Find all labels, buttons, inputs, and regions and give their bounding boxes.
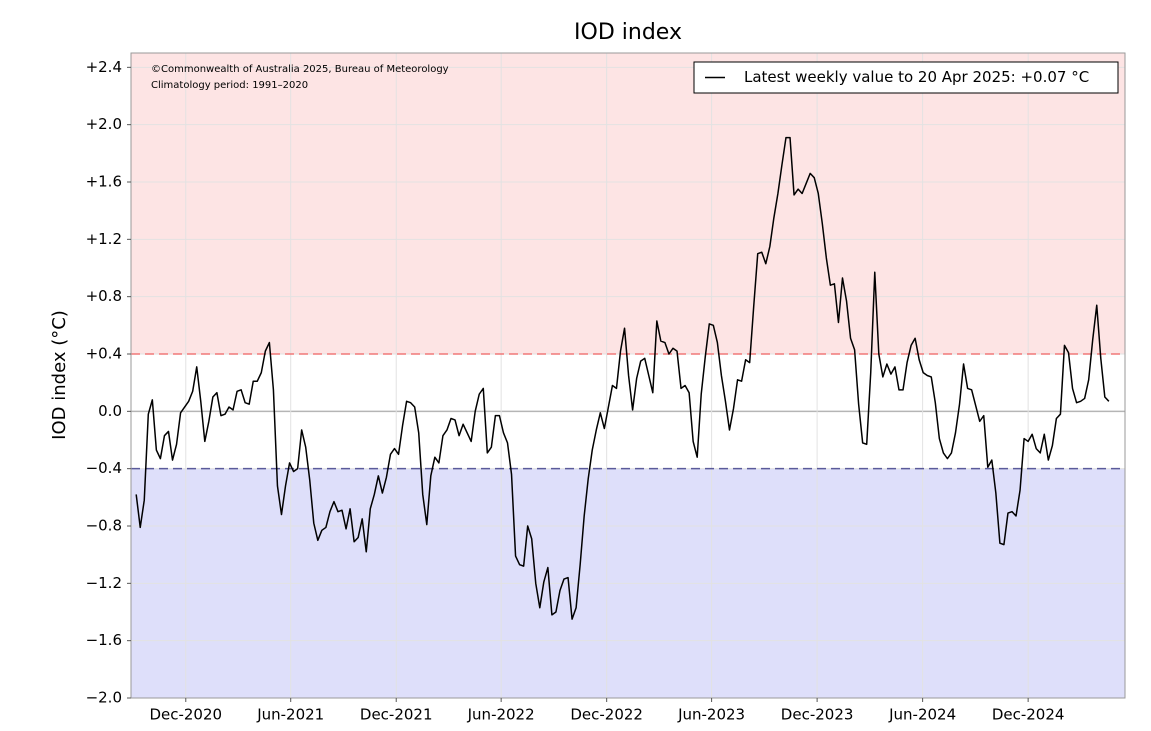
x-tick-label: Dec-2024	[992, 706, 1065, 724]
x-tick-label: Dec-2020	[149, 706, 222, 724]
y-tick-label: −1.2	[86, 574, 122, 592]
x-tick-label: Jun-2021	[256, 706, 324, 724]
x-tick-label: Jun-2023	[677, 706, 745, 724]
data-line	[135, 136, 1110, 620]
legend-label: Latest weekly value to 20 Apr 2025: +0.0…	[744, 68, 1089, 86]
plot-frame	[130, 52, 1126, 699]
y-tick-label: +1.6	[86, 173, 122, 191]
x-tick-label: Dec-2021	[360, 706, 433, 724]
annotation: Climatology period: 1991–2020	[151, 80, 308, 91]
y-tick-label: −0.4	[86, 459, 122, 477]
y-tick-label: 0.0	[98, 402, 122, 420]
y-tick-label: +1.2	[86, 230, 122, 248]
y-tick-label: +2.0	[86, 115, 122, 133]
y-tick-label: −1.6	[86, 631, 122, 649]
y-tick-label: +0.4	[86, 345, 122, 363]
y-axis-label: IOD index (°C)	[49, 310, 70, 440]
chart-title: IOD index	[574, 20, 682, 45]
threshold-band	[131, 53, 1125, 354]
x-tick-label: Jun-2022	[467, 706, 535, 724]
y-tick-label: −0.8	[86, 517, 122, 535]
y-tick-label: −2.0	[86, 689, 122, 707]
x-tick-label: Dec-2023	[781, 706, 854, 724]
x-tick-label: Jun-2024	[888, 706, 956, 724]
annotation: ©Commonwealth of Australia 2025, Bureau …	[151, 64, 449, 75]
y-tick-label: +0.8	[86, 287, 122, 305]
legend-box	[693, 61, 1119, 94]
x-tick-label: Dec-2022	[570, 706, 643, 724]
y-tick-label: +2.4	[86, 58, 122, 76]
